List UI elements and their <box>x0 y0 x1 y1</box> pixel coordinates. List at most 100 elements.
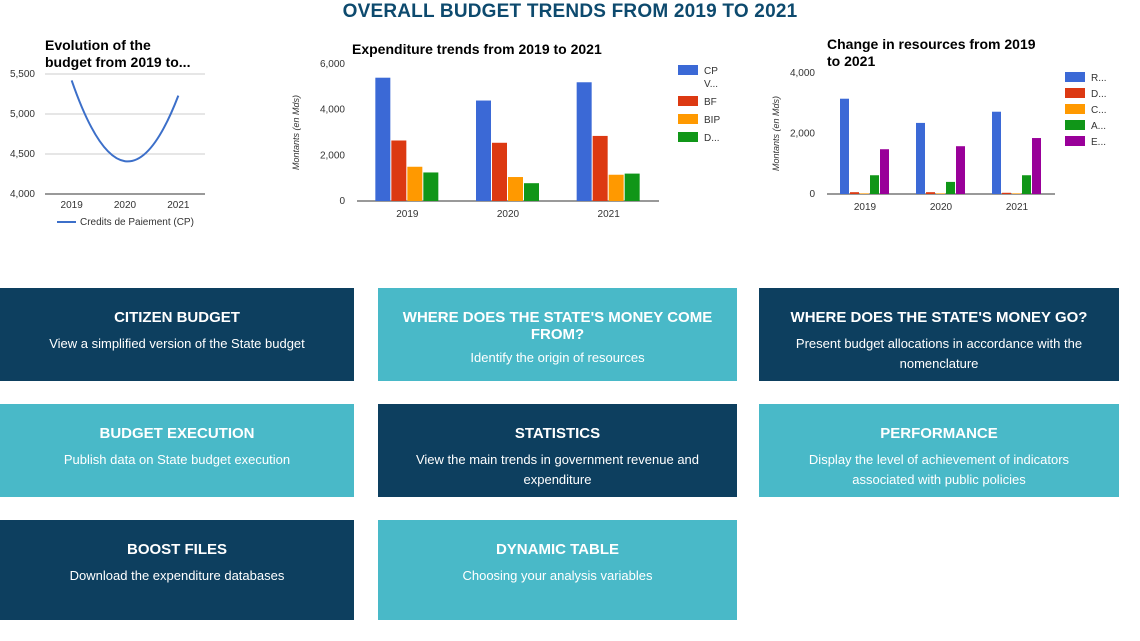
x-tick-label: 2020 <box>114 200 137 211</box>
y-tick-label: 0 <box>809 189 815 200</box>
x-tick-label: 2021 <box>167 200 190 211</box>
statistics-tile[interactable]: STATISTICS View the main trends in gover… <box>378 404 737 497</box>
y-tick-label: 4,500 <box>10 149 35 160</box>
legend-label: BIP <box>704 115 720 126</box>
tile-description: Present budget allocations in accordance… <box>795 336 1083 371</box>
bar <box>1002 192 1011 194</box>
legend-swatch <box>1065 88 1085 98</box>
citizen-budget-tile[interactable]: CITIZEN BUDGET View a simplified version… <box>0 288 354 381</box>
bar <box>880 149 889 194</box>
money-go-tile[interactable]: WHERE DOES THE STATE'S MONEY GO? Present… <box>759 288 1119 381</box>
legend-swatch <box>1065 72 1085 82</box>
money-come-from-tile[interactable]: WHERE DOES THE STATE'S MONEY COME FROM? … <box>378 288 737 381</box>
x-tick-label: 2019 <box>61 200 84 211</box>
tile-description: Download the expenditure databases <box>69 568 285 583</box>
bar <box>946 181 955 194</box>
bar <box>936 193 945 194</box>
x-tick-label: 2019 <box>854 202 877 213</box>
chart-title-line-1: Evolution of the <box>45 37 151 53</box>
tile-description: Identify the origin of resources <box>470 350 645 365</box>
bar <box>956 146 965 194</box>
legend-swatch <box>1065 136 1085 146</box>
legend-swatch <box>678 114 698 124</box>
tile-title: DYNAMIC TABLE <box>495 541 620 558</box>
resources-bar-chart-svg: 0 2,000 4,000 Montants (en Mds) 2019 2020 2021… <box>771 68 1107 213</box>
bar <box>850 192 859 194</box>
bar <box>576 82 592 201</box>
x-tick-label: 2019 <box>396 209 419 220</box>
x-tick-label: 2021 <box>1006 202 1029 213</box>
bar <box>1012 193 1021 194</box>
legend-label: D... <box>704 133 720 144</box>
tile-title: BUDGET EXECUTION <box>99 425 255 442</box>
chart-title: Change in resources from 2019 to 2021 <box>827 36 1087 70</box>
y-tick-label: 2,000 <box>790 129 815 140</box>
x-tick-label: 2020 <box>497 209 520 220</box>
performance-tile[interactable]: PERFORMANCE Display the level of achieve… <box>759 404 1119 497</box>
y-axis-title: Montants (en Mds) <box>291 95 301 170</box>
legend-swatch <box>1065 120 1085 130</box>
bar <box>860 193 869 194</box>
series-line <box>70 80 180 163</box>
resources-change-chart: Change in resources from 2019 to 2021 0 2… <box>765 34 1135 234</box>
y-tick-label: 4,000 <box>10 189 35 200</box>
bar <box>624 173 640 201</box>
legend-label: CP <box>704 66 718 77</box>
legend-label: D... <box>1091 89 1107 100</box>
tile-title: WHERE DOES THE STATE'S MONEY COME FROM? <box>402 309 713 343</box>
bar <box>508 177 523 201</box>
bar <box>840 98 849 194</box>
x-tick-label: 2020 <box>930 202 953 213</box>
bar <box>391 140 407 201</box>
page-title: OVERALL BUDGET TRENDS FROM 2019 TO 2021 <box>342 1 798 22</box>
legend-label: E... <box>1091 137 1106 148</box>
chart-title-line-2: to 2021 <box>827 53 876 69</box>
bar <box>916 122 925 194</box>
bar <box>992 111 1001 194</box>
y-tick-label: 6,000 <box>320 59 345 70</box>
bar <box>476 100 491 201</box>
y-tick-label: 4,000 <box>320 105 345 116</box>
bar <box>407 166 423 201</box>
chart-title: Evolution of the budget from 2019 to... <box>45 37 245 71</box>
expenditure-bar-chart-svg: 0 2,000 4,000 6,000 Montants (en Mds) 2019 202… <box>291 59 720 220</box>
bar <box>375 77 391 201</box>
y-tick-label: 5,500 <box>10 69 35 80</box>
y-axis-title: Montants (en Mds) <box>771 96 781 171</box>
tile-title: BOOST FILES <box>126 541 227 558</box>
bar <box>592 135 608 201</box>
bar <box>1022 175 1031 194</box>
tile-title: PERFORMANCE <box>880 425 998 442</box>
legend-swatch <box>1065 104 1085 114</box>
tile-description: Publish data on State budget execution <box>63 452 291 467</box>
boost-files-tile[interactable]: BOOST FILES Download the expenditure dat… <box>0 520 354 620</box>
legend-label: R... <box>1091 73 1107 84</box>
budget-execution-tile[interactable]: BUDGET EXECUTION Publish data on State b… <box>0 404 354 497</box>
legend-swatch <box>678 65 698 75</box>
chart-title-line-1: Change in resources from 2019 <box>827 36 1036 52</box>
dynamic-table-tile[interactable]: DYNAMIC TABLE Choosing your analysis var… <box>378 520 737 620</box>
legend-swatch <box>678 96 698 106</box>
bar <box>1032 138 1041 194</box>
line-chart-svg: 4,000 4,500 5,000 5,500 2019 2020 2021 Credits … <box>10 69 205 228</box>
legend-label: BF <box>704 97 717 108</box>
y-tick-label: 4,000 <box>790 68 815 79</box>
bar <box>492 142 507 201</box>
bar <box>524 183 539 201</box>
bar <box>926 192 935 194</box>
budget-evolution-chart: Evolution of the budget from 2019 to... … <box>0 34 255 234</box>
tile-title: CITIZEN BUDGET <box>114 309 240 326</box>
legend-swatch <box>678 132 698 142</box>
tile-description: View the main trends in government reven… <box>415 452 700 487</box>
tile-description: View a simplified version of the State b… <box>49 336 305 351</box>
legend-label: A... <box>1091 121 1106 132</box>
tile-description: Choosing your analysis variables <box>462 568 653 583</box>
tile-title: WHERE DOES THE STATE'S MONEY GO? <box>790 309 1088 326</box>
legend-label-continued: V... <box>704 79 718 90</box>
chart-title: Expenditure trends from 2019 to 2021 <box>352 41 602 57</box>
bar <box>423 172 439 201</box>
y-tick-label: 0 <box>339 196 345 207</box>
y-tick-label: 5,000 <box>10 109 35 120</box>
bar <box>608 174 624 201</box>
tile-description: Display the level of achievement of indi… <box>808 452 1070 487</box>
